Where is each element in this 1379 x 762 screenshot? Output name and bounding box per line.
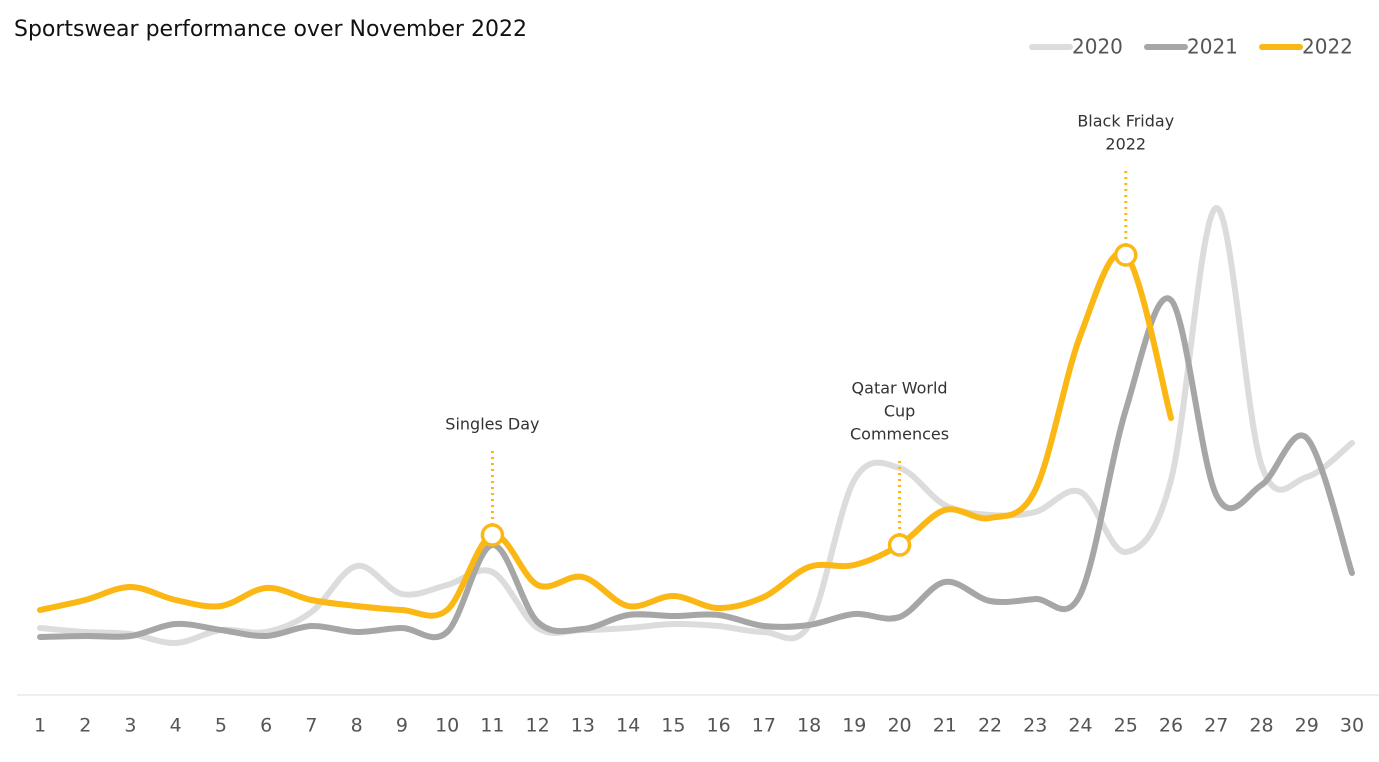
x-tick-label: 30: [1340, 715, 1364, 737]
series-line: [37, 295, 1355, 641]
x-tick-label: 12: [526, 715, 550, 737]
annotation-marker: [887, 533, 912, 557]
series-line: [37, 249, 1174, 619]
legend-label: 2020: [1072, 35, 1123, 59]
x-tick-label: 8: [351, 715, 363, 737]
x-tick-label: 7: [305, 715, 317, 737]
x-tick-label: 18: [797, 715, 821, 737]
x-tick-label: 20: [887, 715, 911, 737]
x-tick-label: 13: [571, 715, 595, 737]
x-tick-label: 9: [396, 715, 408, 737]
annotation-label: Singles Day: [445, 415, 539, 434]
x-tick-label: 25: [1114, 715, 1138, 737]
x-tick-label: 5: [215, 715, 227, 737]
x-tick-label: 17: [752, 715, 776, 737]
x-tick-label: 4: [170, 715, 182, 737]
x-tick-label: 24: [1068, 715, 1092, 737]
x-tick-label: 14: [616, 715, 640, 737]
x-tick-label: 19: [842, 715, 866, 737]
x-tick-label: 21: [933, 715, 957, 737]
x-tick-label: 23: [1023, 715, 1047, 737]
x-tick-label: 29: [1295, 715, 1319, 737]
x-tick-label: 15: [661, 715, 685, 737]
x-tick-label: 6: [260, 715, 272, 737]
x-tick-label: 10: [435, 715, 459, 737]
x-tick-label: 3: [124, 715, 136, 737]
annotation-label: Cup: [884, 402, 915, 421]
annotation-marker: [1114, 243, 1138, 267]
x-tick-label: 27: [1204, 715, 1228, 737]
x-tick-label: 22: [978, 715, 1002, 737]
series-line: [37, 204, 1355, 647]
annotation-marker: [480, 523, 505, 547]
legend-label: 2021: [1187, 35, 1238, 59]
annotation-label: Black Friday: [1077, 112, 1174, 131]
legend-label: 2022: [1302, 35, 1353, 59]
x-tick-label: 16: [707, 715, 731, 737]
x-tick-label: 28: [1249, 715, 1273, 737]
x-tick-label: 11: [480, 715, 504, 737]
chart-title: Sportswear performance over November 202…: [14, 17, 527, 42]
x-tick-label: 26: [1159, 715, 1183, 737]
annotation-label: Commences: [850, 425, 949, 444]
x-tick-label: 2: [79, 715, 91, 737]
x-tick-label: 1: [34, 715, 46, 737]
annotation-label: 2022: [1105, 135, 1146, 154]
annotation-label: Qatar World: [852, 379, 948, 398]
